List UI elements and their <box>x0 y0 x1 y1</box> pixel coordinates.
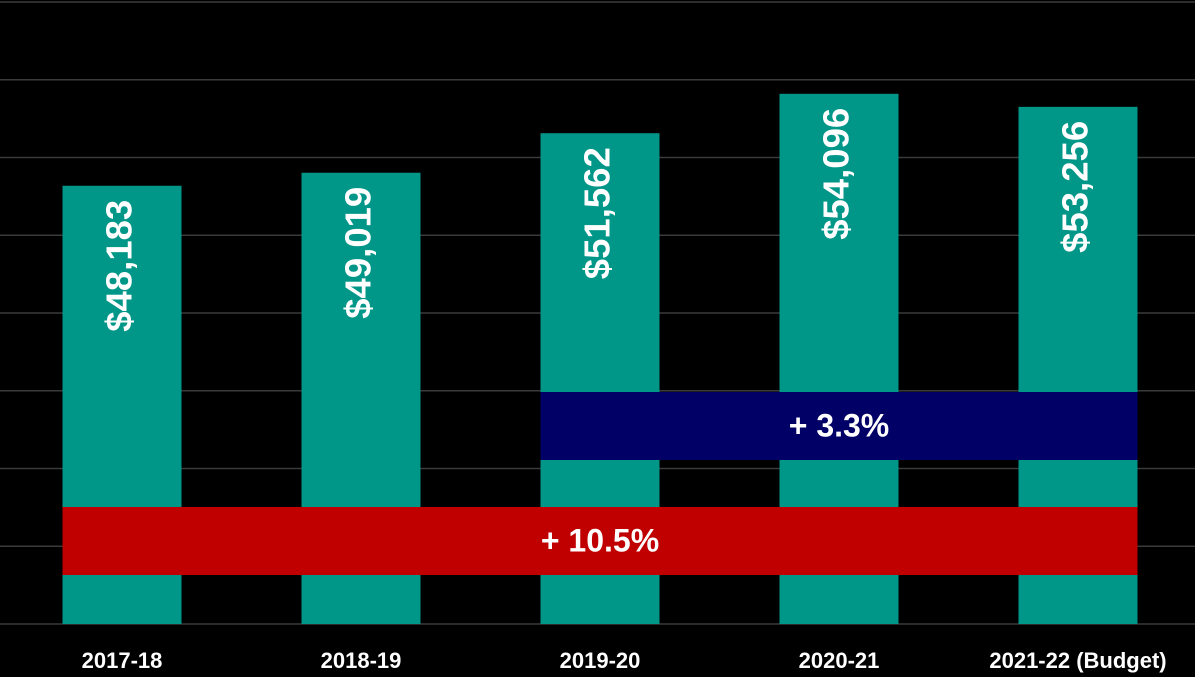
value-label: $51,562 <box>577 147 618 279</box>
annotation-label: + 10.5% <box>541 522 659 558</box>
value-label: $49,019 <box>338 187 379 319</box>
x-tick-label: 2019-20 <box>560 648 641 673</box>
value-label: $53,256 <box>1055 121 1096 253</box>
value-label: $48,183 <box>99 200 140 332</box>
x-tick-label: 2020-21 <box>799 648 880 673</box>
x-tick-label: 2017-18 <box>82 648 163 673</box>
value-label: $54,096 <box>816 108 857 240</box>
annotation-band <box>540 392 1138 460</box>
annotation-band <box>62 507 1138 575</box>
x-tick-label: 2021-22 (Budget) <box>989 648 1166 673</box>
x-tick-label: 2018-19 <box>321 648 402 673</box>
annotation-label: + 3.3% <box>789 407 890 443</box>
